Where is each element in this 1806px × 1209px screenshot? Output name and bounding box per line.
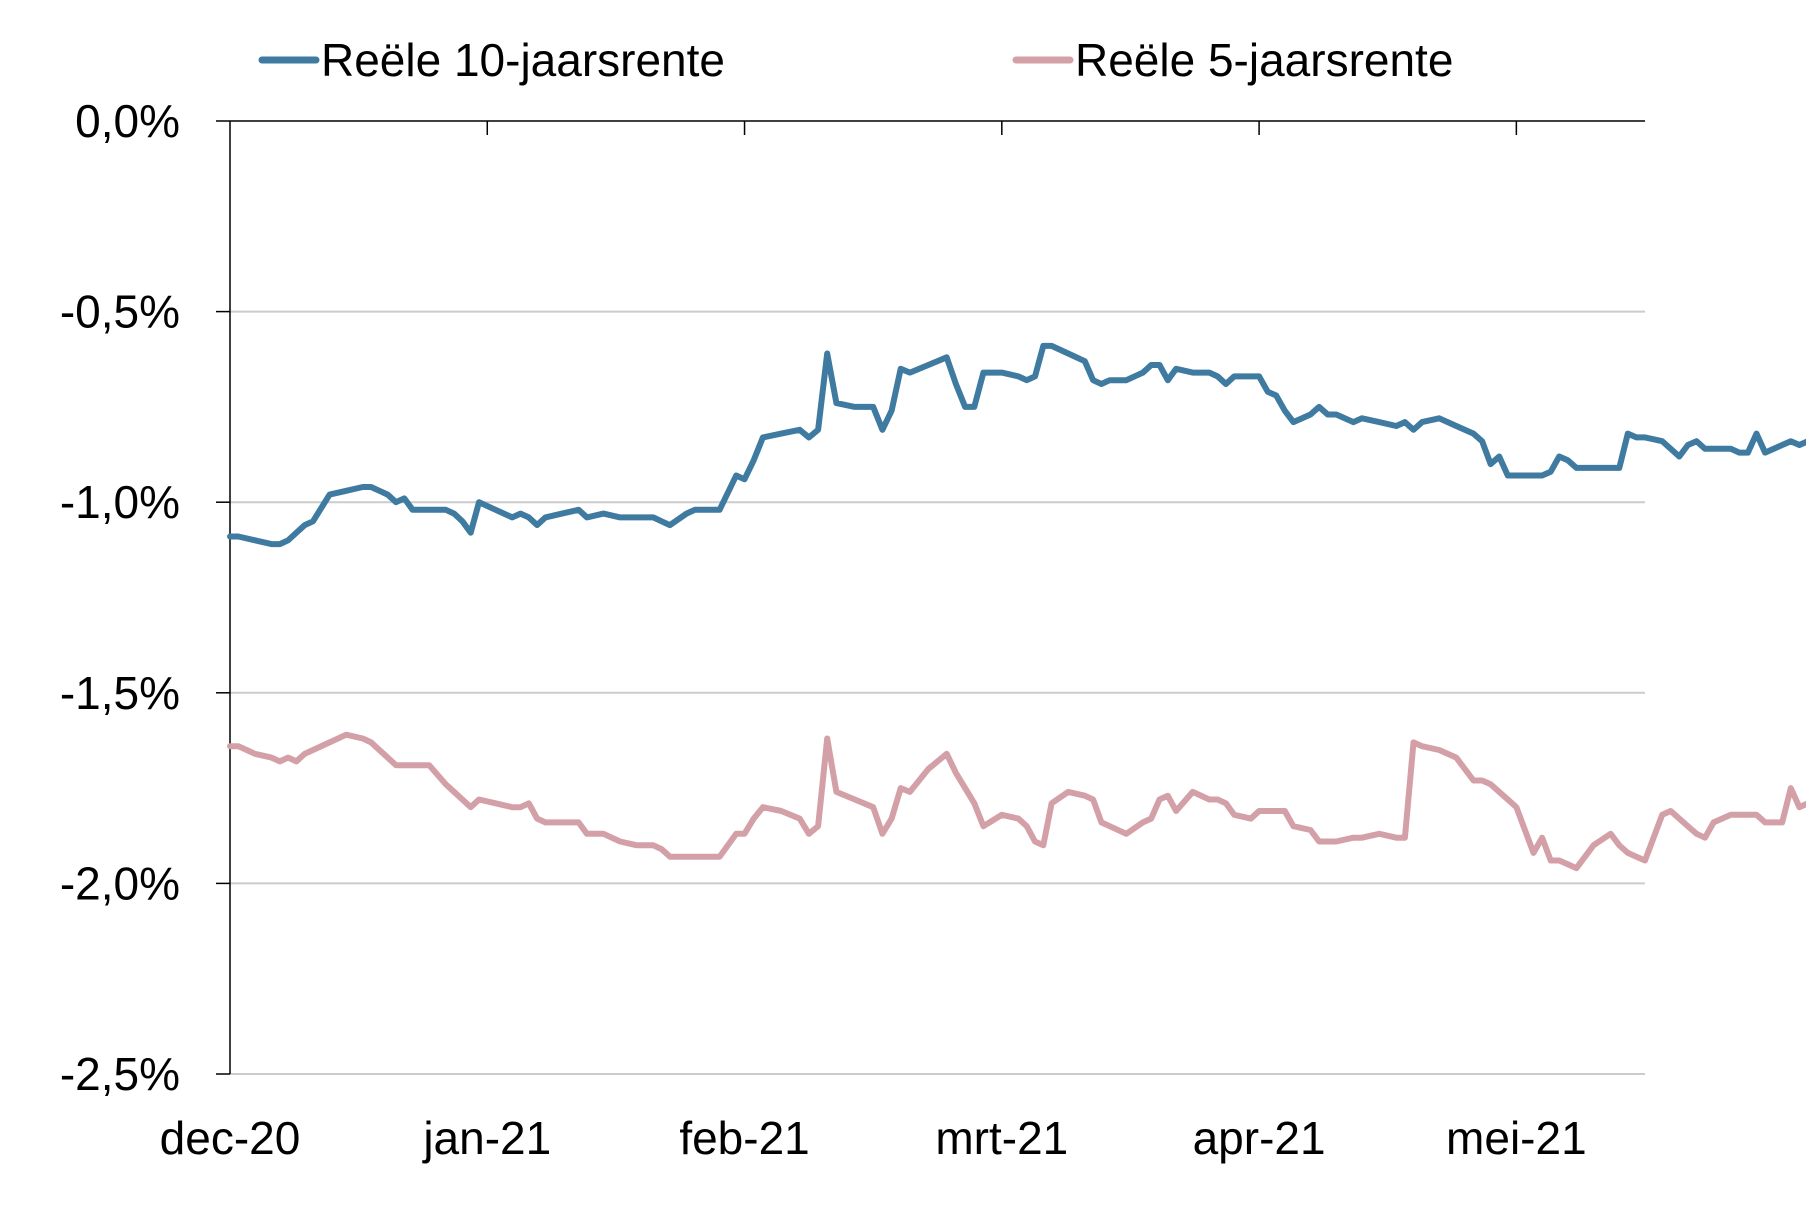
x-tick-label: jan-21 [421,1112,551,1164]
series-line-10y [227,342,1806,548]
legend-label: Reële 5-jaarsrente [1075,34,1453,86]
x-tick-label: apr-21 [1193,1112,1326,1164]
y-tick-label: 0,0% [75,95,180,147]
x-tick-label: mrt-21 [935,1112,1068,1164]
legend: Reële 10-jaarsrente Reële 5-jaarsrente [258,34,1453,86]
legend-label: Reële 10-jaarsrente [321,34,725,86]
y-tick-label: -1,0% [60,476,180,528]
series-line-5y [227,731,1806,872]
y-tick-label: -1,5% [60,667,180,719]
series-lines [227,342,1806,872]
y-tick-label: -2,5% [60,1048,180,1100]
x-tick-label: feb-21 [679,1112,809,1164]
x-tick-label: mei-21 [1446,1112,1587,1164]
gridlines [230,310,1645,885]
axes: 0,0% -0,5% -1,0% -1,5% -2,0% -2,5% dec-20 jan-2… [60,95,1645,1164]
y-tick-label: -0,5% [60,286,180,338]
x-tick-label: dec-20 [160,1112,301,1164]
y-tick-label: -2,0% [60,857,180,909]
